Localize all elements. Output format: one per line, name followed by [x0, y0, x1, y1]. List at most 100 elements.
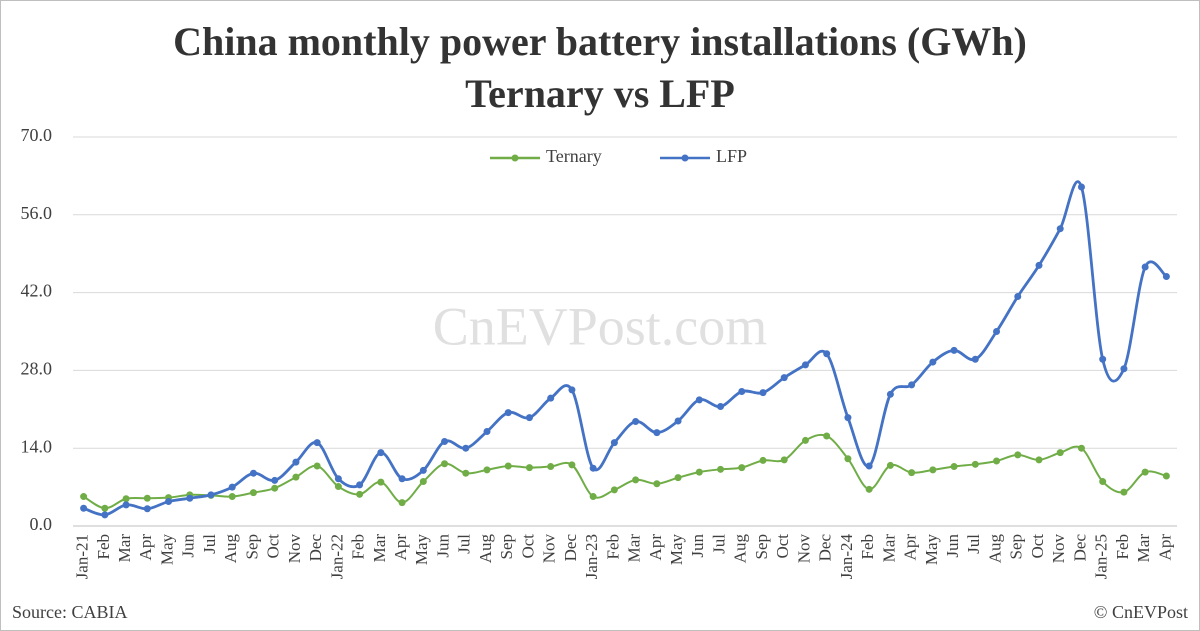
x-tick-label: Feb [858, 534, 877, 560]
point [823, 432, 831, 440]
legend-label: LFP [716, 146, 747, 166]
point [589, 493, 597, 501]
point [143, 505, 151, 513]
x-tick-label: Mar [1134, 534, 1153, 563]
point [589, 464, 597, 472]
x-tick-label: Nov [285, 534, 304, 564]
x-tick-label: Oct [264, 534, 283, 559]
x-tick-label: Sep [752, 534, 771, 560]
point [377, 449, 385, 457]
point [122, 501, 130, 509]
x-tick-label: May [157, 534, 176, 566]
point [674, 474, 682, 482]
point [1162, 472, 1170, 480]
point [993, 328, 1001, 335]
point [844, 455, 852, 463]
point [971, 460, 979, 468]
point [271, 484, 279, 492]
y-tick-label: 0.0 [30, 514, 53, 534]
point [377, 478, 385, 486]
point [568, 461, 576, 469]
x-tick-label: Dec [561, 534, 580, 562]
point [334, 475, 342, 483]
x-tick-label: Apr [136, 534, 155, 561]
x-tick-label: Mar [115, 534, 134, 563]
x-tick-label: Jul [709, 534, 728, 554]
point [886, 390, 894, 398]
x-tick-label: Nov [540, 534, 559, 564]
point [780, 374, 788, 382]
point [1035, 261, 1043, 269]
point [313, 439, 321, 447]
point [886, 461, 894, 469]
point [695, 468, 703, 476]
point [292, 458, 300, 466]
x-tick-label: Oct [773, 534, 792, 559]
point [186, 494, 194, 502]
point [356, 490, 364, 498]
point [334, 483, 342, 491]
point [1056, 225, 1064, 233]
point [1014, 292, 1022, 300]
x-tick-label: Jan-21 [73, 534, 92, 579]
point [398, 475, 406, 483]
point [717, 465, 725, 473]
point [1141, 468, 1149, 476]
point [738, 388, 746, 396]
x-tick-label: Feb [603, 534, 622, 560]
point [610, 439, 618, 447]
x-tick-label: Aug [221, 534, 240, 564]
point [865, 462, 873, 470]
chart-title: China monthly power battery installation… [173, 19, 1027, 64]
x-tick-label: Aug [731, 534, 750, 564]
x-tick-label: Dec [816, 534, 835, 562]
point [929, 466, 937, 474]
point [462, 444, 470, 452]
x-tick-label: Jun [433, 534, 452, 558]
x-tick-label: Mar [625, 534, 644, 563]
x-tick-label: Apr [646, 534, 665, 561]
point [844, 414, 852, 422]
point [419, 466, 427, 474]
point [228, 483, 236, 491]
point [653, 429, 661, 437]
point [971, 355, 979, 363]
x-tick-label: Jan-23 [582, 534, 601, 579]
point [1162, 272, 1170, 280]
point [1099, 355, 1107, 363]
point [674, 417, 682, 425]
x-tick-label: Apr [391, 534, 410, 561]
x-tick-label: Apr [901, 534, 920, 561]
point [271, 476, 279, 484]
point [610, 486, 618, 494]
x-tick-label: Jul [200, 534, 219, 554]
point [313, 462, 321, 470]
x-tick-label: Nov [794, 534, 813, 564]
point [165, 498, 173, 506]
point [441, 460, 449, 468]
point [398, 499, 406, 507]
point [101, 504, 109, 512]
legend-marker [681, 154, 689, 162]
x-tick-label: Dec [1070, 534, 1089, 562]
point [950, 463, 958, 471]
point [908, 381, 916, 389]
x-tick-label: Jun [179, 534, 198, 558]
x-tick-label: Mar [370, 534, 389, 563]
point [568, 386, 576, 394]
y-tick-label: 28.0 [21, 359, 53, 379]
point [801, 436, 809, 444]
x-tick-label: Jun [688, 534, 707, 558]
point [759, 456, 767, 464]
x-tick-label: Aug [476, 534, 495, 564]
source: Source: CABIA [12, 602, 128, 622]
point [547, 463, 555, 471]
y-tick-label: 42.0 [21, 281, 53, 301]
point [122, 495, 130, 503]
x-tick-label: Nov [1049, 534, 1068, 564]
x-tick-label: Aug [985, 534, 1004, 564]
x-tick-label: Dec [306, 534, 325, 562]
point [632, 476, 640, 484]
point [1056, 449, 1064, 457]
point [1099, 478, 1107, 486]
